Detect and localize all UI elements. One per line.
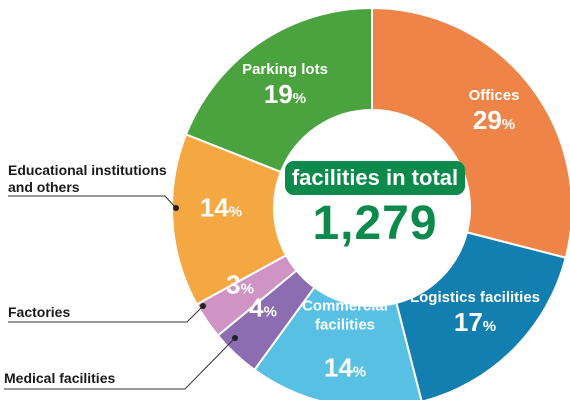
- external-label-medical: Medical facilities: [4, 370, 116, 386]
- slice-value-parking: 19%: [263, 79, 307, 109]
- slice-name-parking: Parking lots: [242, 61, 328, 78]
- leader-line-educational: [8, 195, 177, 209]
- slice-value-logistics: 17%: [453, 307, 497, 337]
- slice-value-medical: 4%: [249, 292, 277, 323]
- slice-value-educational: 14%: [199, 192, 243, 223]
- donut-hole: [275, 111, 469, 305]
- slice-value-factories: 3%: [226, 269, 254, 300]
- slice-label-commercial: Commercial facilities 14%: [302, 279, 388, 406]
- slice-parking-lots: [184, 6, 373, 174]
- leader-dot-factories: [200, 303, 206, 309]
- slice-name-commercial: Commercial facilities: [302, 297, 388, 334]
- external-label-factories: Factories: [8, 304, 71, 320]
- leader-dot-medical: [232, 335, 238, 341]
- slice-name-logistics: Logistics facilities: [409, 289, 541, 306]
- external-label-educational: Educational institutions and others: [8, 162, 167, 195]
- slice-logistics-facilities: [395, 231, 567, 400]
- slice-label-logistics: Logistics facilities 17%: [410, 288, 540, 342]
- leader-line-factories: [8, 305, 204, 323]
- slice-offices: [371, 6, 570, 259]
- slice-value-offices: 29%: [472, 105, 516, 135]
- slice-name-offices: Offices: [468, 87, 520, 104]
- slice-label-offices: Offices 29%: [469, 86, 520, 140]
- slice-label-parking: Parking lots 19%: [242, 60, 328, 114]
- leader-line-medical: [4, 337, 236, 390]
- center-badge: facilities in total: [285, 161, 465, 195]
- center-total: 1,279: [312, 197, 438, 250]
- slice-value-commercial: 14%: [323, 352, 367, 383]
- leader-dot-educational: [173, 205, 179, 211]
